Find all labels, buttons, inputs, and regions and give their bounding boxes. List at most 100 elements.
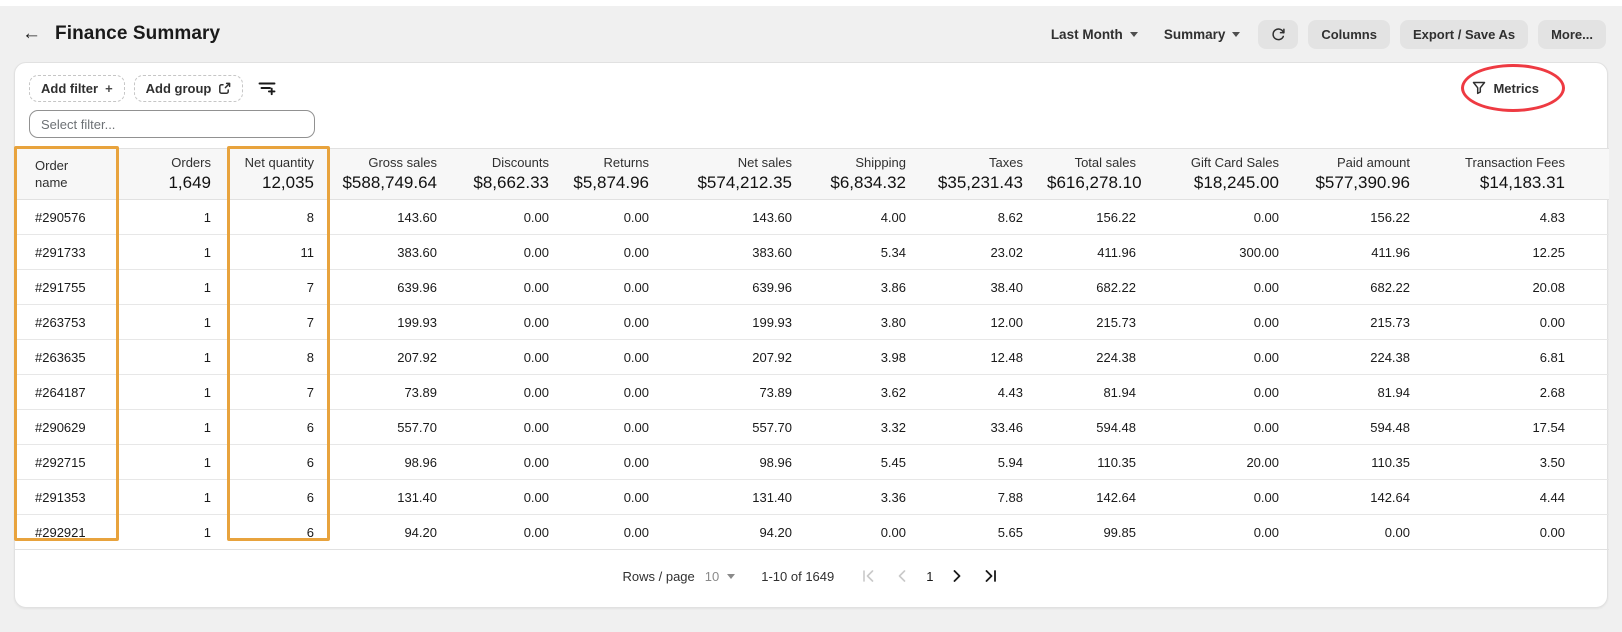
table-cell: 557.70	[330, 409, 453, 445]
column-header-net-sales[interactable]: Net sales $574,212.35	[665, 148, 808, 200]
export-save-as-button[interactable]: Export / Save As	[1399, 19, 1529, 49]
order-name-cell[interactable]: #291733	[15, 234, 118, 270]
column-label: Net sales	[737, 155, 792, 170]
add-group-button[interactable]: Add group	[133, 74, 244, 102]
column-header-order-name[interactable]: Order name	[15, 148, 118, 200]
table-cell: 639.96	[330, 269, 453, 305]
column-header-gross-sales[interactable]: Gross sales $588,749.64	[330, 148, 453, 200]
column-header-discounts[interactable]: Discounts $8,662.33	[453, 148, 565, 200]
table-cell: 207.92	[330, 339, 453, 375]
table-cell: 8	[227, 339, 330, 375]
table-cell: 0.00	[565, 479, 665, 515]
column-header-paid-amount[interactable]: Paid amount $577,390.96	[1295, 148, 1426, 200]
column-header-orders[interactable]: Orders 1,649	[118, 148, 227, 200]
table-cell: 0.00	[453, 374, 565, 410]
table-row[interactable]: #264187 1 7 73.89 0.00 0.00 73.89 3.62 4.43 81.94…	[15, 374, 1609, 410]
date-range-dropdown[interactable]: Last Month	[1043, 23, 1146, 46]
table-row[interactable]: #263753 1 7 199.93 0.00 0.00 199.93 3.80 12.00 21…	[15, 304, 1609, 340]
table-cell: 142.64	[1039, 479, 1152, 515]
column-label: Net quantity	[244, 155, 314, 170]
plus-icon: +	[105, 80, 113, 96]
order-name-cell[interactable]: #291755	[15, 269, 118, 305]
table-cell: 94.20	[330, 514, 453, 550]
table-row[interactable]: #292921 1 6 94.20 0.00 0.00 94.20 0.00 5.65 99.85…	[15, 514, 1609, 550]
table-cell: 5.45	[808, 444, 922, 480]
add-filter-button[interactable]: Add filter +	[29, 74, 125, 102]
table-cell: 5.94	[922, 444, 1039, 480]
prev-page-button[interactable]	[895, 568, 908, 584]
pagination-range: 1-10 of 1649	[761, 568, 835, 584]
column-header-shipping[interactable]: Shipping $6,834.32	[808, 148, 922, 200]
column-header-total-sales[interactable]: Total sales $616,278.10	[1039, 148, 1152, 200]
first-page-button[interactable]	[860, 568, 877, 584]
rows-per-page-select[interactable]: 10	[705, 569, 736, 584]
chevron-right-icon	[954, 570, 961, 582]
table-cell: 0.00	[1426, 514, 1609, 550]
table-cell: 1	[118, 479, 227, 515]
table-cell: 411.96	[1295, 234, 1426, 270]
table-cell: 300.00	[1152, 234, 1295, 270]
table-cell: 73.89	[330, 374, 453, 410]
column-header-transaction-fees[interactable]: Transaction Fees $14,183.31	[1426, 148, 1609, 200]
order-name-cell[interactable]: #292921	[15, 514, 118, 550]
table-cell: 12.00	[922, 304, 1039, 340]
table-cell: 1	[118, 514, 227, 550]
column-header-gift-card-sales[interactable]: Gift Card Sales $18,245.00	[1152, 148, 1295, 200]
table-cell: 33.46	[922, 409, 1039, 445]
table-cell: 81.94	[1039, 374, 1152, 410]
column-label: Returns	[603, 155, 649, 170]
table-cell: 7	[227, 269, 330, 305]
table-row[interactable]: #290629 1 6 557.70 0.00 0.00 557.70 3.32 33.46 59…	[15, 409, 1609, 445]
add-filter-row-button[interactable]	[258, 80, 276, 96]
table-cell: 143.60	[665, 199, 808, 235]
order-name-cell[interactable]: #264187	[15, 374, 118, 410]
table-cell: 3.36	[808, 479, 922, 515]
table-cell: 0.00	[565, 199, 665, 235]
column-header-returns[interactable]: Returns $5,874.96	[565, 148, 665, 200]
table-cell: 81.94	[1295, 374, 1426, 410]
table-row[interactable]: #291755 1 7 639.96 0.00 0.00 639.96 3.86 38.40 68…	[15, 269, 1609, 305]
order-name-cell[interactable]: #291353	[15, 479, 118, 515]
order-name-cell[interactable]: #290576	[15, 199, 118, 235]
table-cell: 215.73	[1295, 304, 1426, 340]
column-total: $5,874.96	[573, 173, 649, 192]
table-cell: 0.00	[1152, 514, 1295, 550]
table-row[interactable]: #291353 1 6 131.40 0.00 0.00 131.40 3.36 7.88 142…	[15, 479, 1609, 515]
next-page-button[interactable]	[951, 568, 964, 584]
table-cell: 4.44	[1426, 479, 1609, 515]
select-filter-input[interactable]	[29, 110, 315, 138]
order-name-cell[interactable]: #263635	[15, 339, 118, 375]
table-cell: 0.00	[453, 199, 565, 235]
table-row[interactable]: #263635 1 8 207.92 0.00 0.00 207.92 3.98 12.48 22…	[15, 339, 1609, 375]
order-name-cell[interactable]: #290629	[15, 409, 118, 445]
table-cell: 131.40	[330, 479, 453, 515]
last-page-icon	[986, 570, 997, 582]
order-name-cell[interactable]: #263753	[15, 304, 118, 340]
pagination-bar: Rows / page 10 1-10 of 1649 1	[15, 550, 1607, 602]
table-cell: 0.00	[453, 479, 565, 515]
table-row[interactable]: #292715 1 6 98.96 0.00 0.00 98.96 5.45 5.94 110.3…	[15, 444, 1609, 480]
table-cell: 3.80	[808, 304, 922, 340]
chevron-down-icon	[1232, 32, 1241, 37]
refresh-button[interactable]	[1258, 19, 1299, 49]
table-cell: 98.96	[665, 444, 808, 480]
last-page-button[interactable]	[982, 568, 999, 584]
column-label: Total sales	[1074, 155, 1136, 170]
column-label: Transaction Fees	[1465, 155, 1565, 170]
column-label: Orders	[171, 155, 211, 170]
metrics-button[interactable]: Metrics	[1466, 77, 1545, 100]
view-dropdown[interactable]: Summary	[1156, 23, 1249, 46]
more-button[interactable]: More...	[1538, 19, 1606, 49]
table-cell: 110.35	[1039, 444, 1152, 480]
column-header-taxes[interactable]: Taxes $35,231.43	[922, 148, 1039, 200]
table-cell: 1	[118, 269, 227, 305]
table-cell: 682.22	[1295, 269, 1426, 305]
column-header-net-quantity[interactable]: Net quantity 12,035	[227, 148, 330, 200]
columns-button[interactable]: Columns	[1308, 19, 1390, 49]
back-arrow-icon[interactable]: ←	[22, 23, 41, 44]
order-name-cell[interactable]: #292715	[15, 444, 118, 480]
table-row[interactable]: #290576 1 8 143.60 0.00 0.00 143.60 4.00 8.62 156…	[15, 199, 1609, 235]
table-row[interactable]: #291733 1 11 383.60 0.00 0.00 383.60 5.34 23.02 4…	[15, 234, 1609, 270]
table-cell: 20.08	[1426, 269, 1609, 305]
column-total: 1,649	[168, 173, 211, 192]
